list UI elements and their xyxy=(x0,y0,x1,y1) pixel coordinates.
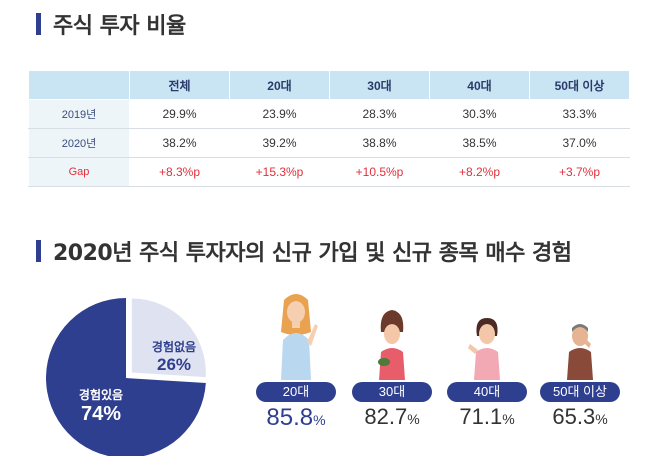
age-percentage: 65.3% xyxy=(538,404,622,430)
percent-sign: % xyxy=(595,411,608,427)
row-label: 2019년 xyxy=(28,99,130,129)
table-cell: 37.0% xyxy=(529,128,630,158)
investment-ratio-table: 전체 20대 30대 40대 50대 이상 2019년 29.9% 23.9% … xyxy=(28,70,630,187)
percent-sign: % xyxy=(407,411,420,427)
age-label-pill: 20대 xyxy=(256,382,336,402)
section-title-stock-ratio: 주식 투자 비율 xyxy=(36,8,186,40)
table-row: 2020년 38.2% 39.2% 38.8% 38.5% 37.0% xyxy=(28,128,630,158)
table-header-row: 전체 20대 30대 40대 50대 이상 xyxy=(28,70,630,100)
column-header: 30대 xyxy=(329,70,430,100)
table-cell: +3.7%p xyxy=(529,157,630,187)
section-title-new-experience: 2020년 주식 투자자의 신규 가입 및 신규 종목 매수 경험 xyxy=(36,235,572,267)
age-label-pill: 30대 xyxy=(352,382,432,402)
column-header: 20대 xyxy=(229,70,330,100)
experience-pie-chart: 경험없음 26% 경험있음 74% xyxy=(46,286,206,458)
age-label-pill: 40대 xyxy=(447,382,527,402)
pie-label-not-experienced: 경험없음 26% xyxy=(144,338,204,375)
age-percentage: 71.1% xyxy=(445,404,529,430)
age-card-50s-plus: 50대 이상 65.3% xyxy=(538,292,622,432)
table-cell: 38.2% xyxy=(129,128,230,158)
table-cell: 33.3% xyxy=(529,99,630,129)
age-card-20s: 20대 85.8% xyxy=(254,292,338,432)
table-cell: 29.9% xyxy=(129,99,230,129)
table-cell: 23.9% xyxy=(229,99,330,129)
percentage-number: 71.1 xyxy=(459,404,503,429)
pie-label-experienced: 경험있음 74% xyxy=(66,386,136,426)
percentage-number: 85.8 xyxy=(266,404,314,431)
percent-sign: % xyxy=(502,411,515,427)
pie-label-value: 74% xyxy=(80,403,122,425)
table-row-gap: Gap +8.3%p +15.3%p +10.5%p +8.2%p +3.7%p xyxy=(28,157,630,187)
row-label: 2020년 xyxy=(28,128,130,158)
table-cell: 38.8% xyxy=(329,128,430,158)
woman-20s-icon xyxy=(281,294,318,380)
section-title-text: 2020년 주식 투자자의 신규 가입 및 신규 종목 매수 경험 xyxy=(53,241,572,266)
title-accent-bar xyxy=(36,13,41,35)
age-percentage: 82.7% xyxy=(350,404,434,430)
woman-40s-icon xyxy=(468,318,500,380)
table-cell: 28.3% xyxy=(329,99,430,129)
percentage-number: 82.7 xyxy=(364,404,408,429)
man-50s-icon xyxy=(567,324,593,380)
percentage-number: 65.3 xyxy=(552,404,596,429)
pie-label-value: 26% xyxy=(156,355,192,374)
pie-slice-experienced xyxy=(46,298,206,458)
table-cell: +15.3%p xyxy=(229,157,330,187)
table-cell: 38.5% xyxy=(429,128,530,158)
column-header: 40대 xyxy=(429,70,530,100)
percent-sign: % xyxy=(313,412,326,428)
pie-slice-not-experienced xyxy=(131,298,206,378)
table-cell: +8.3%p xyxy=(129,157,230,187)
column-header: 50대 이상 xyxy=(529,70,630,100)
pie-label-name: 경험없음 xyxy=(151,340,197,354)
table-corner-cell xyxy=(28,70,130,100)
column-header: 전체 xyxy=(129,70,230,100)
age-percentage: 85.8% xyxy=(254,404,338,432)
age-card-30s: 30대 82.7% xyxy=(350,292,434,432)
table-row: 2019년 29.9% 23.9% 28.3% 30.3% 33.3% xyxy=(28,99,630,129)
section-title-text: 주식 투자 비율 xyxy=(53,14,186,39)
table-cell: 30.3% xyxy=(429,99,530,129)
table-cell: +8.2%p xyxy=(429,157,530,187)
age-card-40s: 40대 71.1% xyxy=(445,292,529,432)
table-cell: +10.5%p xyxy=(329,157,430,187)
row-label: Gap xyxy=(28,157,130,187)
pie-chart-svg xyxy=(46,298,206,458)
title-accent-bar xyxy=(36,240,41,262)
age-label-pill: 50대 이상 xyxy=(540,382,620,402)
pie-label-name: 경험있음 xyxy=(78,388,124,402)
table-cell: 39.2% xyxy=(229,128,330,158)
woman-30s-icon xyxy=(378,310,405,380)
